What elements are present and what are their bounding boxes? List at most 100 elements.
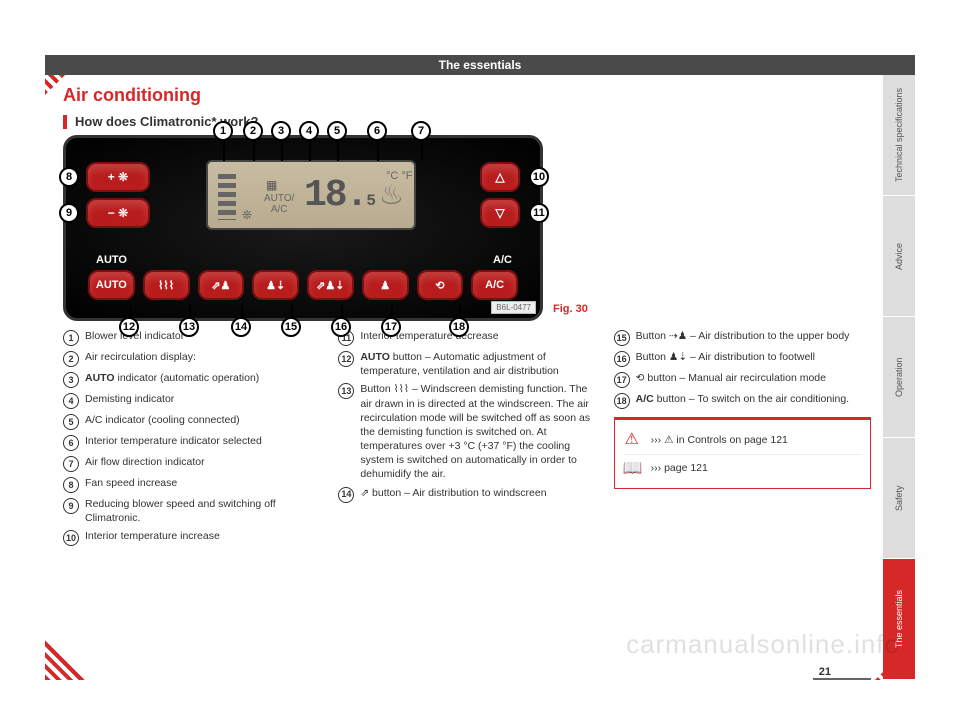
blower-bars-icon (218, 174, 236, 220)
legend-item-text: Interior temperature increase (85, 529, 220, 546)
section-title: Air conditioning (63, 85, 871, 106)
callout-bubble: 7 (411, 121, 431, 141)
ac-label: A/C (493, 254, 512, 266)
side-tab[interactable]: Technical specifications (883, 75, 915, 196)
main-column: Air conditioning How does Climatronic* w… (45, 75, 883, 680)
temp-down-button[interactable]: ▽ (480, 198, 520, 228)
callout-bubble: 18 (449, 317, 469, 337)
page: The essentials Air conditioning How does… (45, 55, 915, 680)
legend-item-number: 6 (63, 435, 79, 451)
temp-dec: 5 (366, 192, 374, 210)
legend-item: 12AUTO button – Automatic adjustment of … (338, 350, 595, 378)
legend-item: 14 ⇗ button – Air distribution to windscr… (338, 486, 595, 503)
callout-bubble: 9 (59, 203, 79, 223)
note-icon: ⚠ (623, 429, 641, 451)
note-row: ⚠ ››› ⚠ in Controls on page 121 (623, 426, 862, 454)
temp-up-button[interactable]: △ (480, 162, 520, 192)
legend-item-number: 14 (338, 487, 354, 503)
legend-item-number: 7 (63, 456, 79, 472)
legend-item-text: ⇗ button – Air distribution to windscree… (360, 486, 546, 503)
image-tag: B6L-0477 (491, 301, 536, 314)
defrost-icon: ▦ (266, 178, 277, 192)
page-number-rule (813, 678, 871, 680)
callout-bubble: 2 (243, 121, 263, 141)
auto-button[interactable]: AUTO (88, 270, 135, 300)
airflow-button[interactable]: ⇗♟ (198, 270, 245, 300)
side-tab[interactable]: Advice (883, 196, 915, 317)
side-tab[interactable]: Safety (883, 438, 915, 559)
note-text: ››› ⚠ in Controls on page 121 (651, 433, 788, 447)
content-area: Air conditioning How does Climatronic* w… (45, 75, 915, 680)
legend-col-2: 11Interior temperature decrease12AUTO bu… (338, 329, 595, 550)
lcd-display: ❊ ▦ AUTO/ A/C 18.5 °C °F ♨ (206, 160, 416, 230)
legend-item-number: 2 (63, 351, 79, 367)
airflow-button[interactable]: ⟲ (417, 270, 464, 300)
subhead-accent (63, 115, 67, 129)
legend-item-text: Button ⌇⌇⌇ – Windscreen demisting functi… (360, 382, 595, 481)
airflow-direction-icon: ♨ (379, 178, 404, 211)
legend-item: 13 Button ⌇⌇⌇ – Windscreen demisting func… (338, 382, 595, 481)
legend-item-number: 8 (63, 477, 79, 493)
legend-item-text: Air flow direction indicator (85, 455, 205, 472)
airflow-button[interactable]: ⌇⌇⌇ (143, 270, 190, 300)
legend-item: 15Button ⇢♟ – Air distribution to the up… (614, 329, 871, 346)
legend-item: 9Reducing blower speed and switching off… (63, 497, 320, 525)
climatronic-panel: ❊ ▦ AUTO/ A/C 18.5 °C °F ♨ (63, 135, 543, 321)
temperature-readout: 18.5 (304, 174, 374, 217)
legend-item-number: 15 (614, 330, 630, 346)
legend-item-text: Fan speed increase (85, 476, 177, 493)
figure-wrap: ❊ ▦ AUTO/ A/C 18.5 °C °F ♨ (63, 135, 543, 321)
callout-leader (223, 141, 225, 161)
legend-item-text: AUTO button – Automatic adjustment of te… (360, 350, 595, 378)
airflow-button[interactable]: ♟⇣ (252, 270, 299, 300)
auto-label: AUTO (96, 254, 127, 266)
callout-bubble: 17 (381, 317, 401, 337)
note-text: ››› page 121 (651, 461, 708, 475)
legend-item-text: Interior temperature indicator selected (85, 434, 262, 451)
side-tab[interactable]: Operation (883, 317, 915, 438)
button-row: AUTO ⌇⌇⌇ ⇗♟♟⇣ ⇗♟⇣ ♟ ⟲A/C (88, 270, 518, 300)
callout-leader (253, 141, 255, 161)
legend-col-1: 1Blower level indicator2Air recirculatio… (63, 329, 320, 550)
subhead-row: How does Climatronic* work? (63, 114, 871, 129)
legend-item-number: 16 (614, 351, 630, 367)
legend-item-text: Interior temperature decrease (360, 329, 498, 346)
airflow-button[interactable]: ⇗♟⇣ (307, 270, 354, 300)
legend-item-number: 17 (614, 372, 630, 388)
side-tab[interactable]: The essentials (883, 559, 915, 680)
callout-bubble: 1 (213, 121, 233, 141)
legend-item-number: 4 (63, 393, 79, 409)
fan-plus-button[interactable]: + ❊ (86, 162, 150, 192)
callout-bubble: 10 (529, 167, 549, 187)
callout-bubble: 12 (119, 317, 139, 337)
legend-item-text: A/C button – To switch on the air condit… (636, 392, 849, 409)
legend-item: 17⟲ button – Manual air recirculation mo… (614, 371, 871, 388)
fan-minus-button[interactable]: − ❊ (86, 198, 150, 228)
recirc-icon: ❊ (242, 208, 252, 222)
legend-item-number: 13 (338, 383, 354, 399)
chapter-header: The essentials (45, 55, 915, 75)
callout-bubble: 8 (59, 167, 79, 187)
legend-item: 6 Interior temperature indicator selected (63, 434, 320, 451)
figure-caption: Fig. 30 (553, 303, 588, 315)
legend-col-3: 15Button ⇢♟ – Air distribution to the up… (614, 329, 871, 550)
legend-item: 3AUTO indicator (automatic operation) (63, 371, 320, 388)
callout-bubble: 16 (331, 317, 351, 337)
callout-bubble: 14 (231, 317, 251, 337)
legend-item-text: Air recirculation display: (85, 350, 196, 367)
temp-main: 18. (304, 174, 366, 217)
legend-item: 4Demisting indicator (63, 392, 320, 409)
airflow-button[interactable]: ♟ (362, 270, 409, 300)
figure-row: ❊ ▦ AUTO/ A/C 18.5 °C °F ♨ (63, 135, 871, 321)
legend-item-number: 10 (63, 530, 79, 546)
page-number: 21 (819, 666, 831, 678)
legend-item: 10 Interior temperature increase (63, 529, 320, 546)
callout-bubble: 6 (367, 121, 387, 141)
note-icon: 📖 (623, 458, 641, 480)
ac-button[interactable]: A/C (471, 270, 518, 300)
legend-item-number: 5 (63, 414, 79, 430)
legend-columns: 1Blower level indicator2Air recirculatio… (63, 329, 871, 550)
callout-bubble: 15 (281, 317, 301, 337)
legend-item-number: 9 (63, 498, 79, 514)
legend-item: 2 Air recirculation display: (63, 350, 320, 367)
